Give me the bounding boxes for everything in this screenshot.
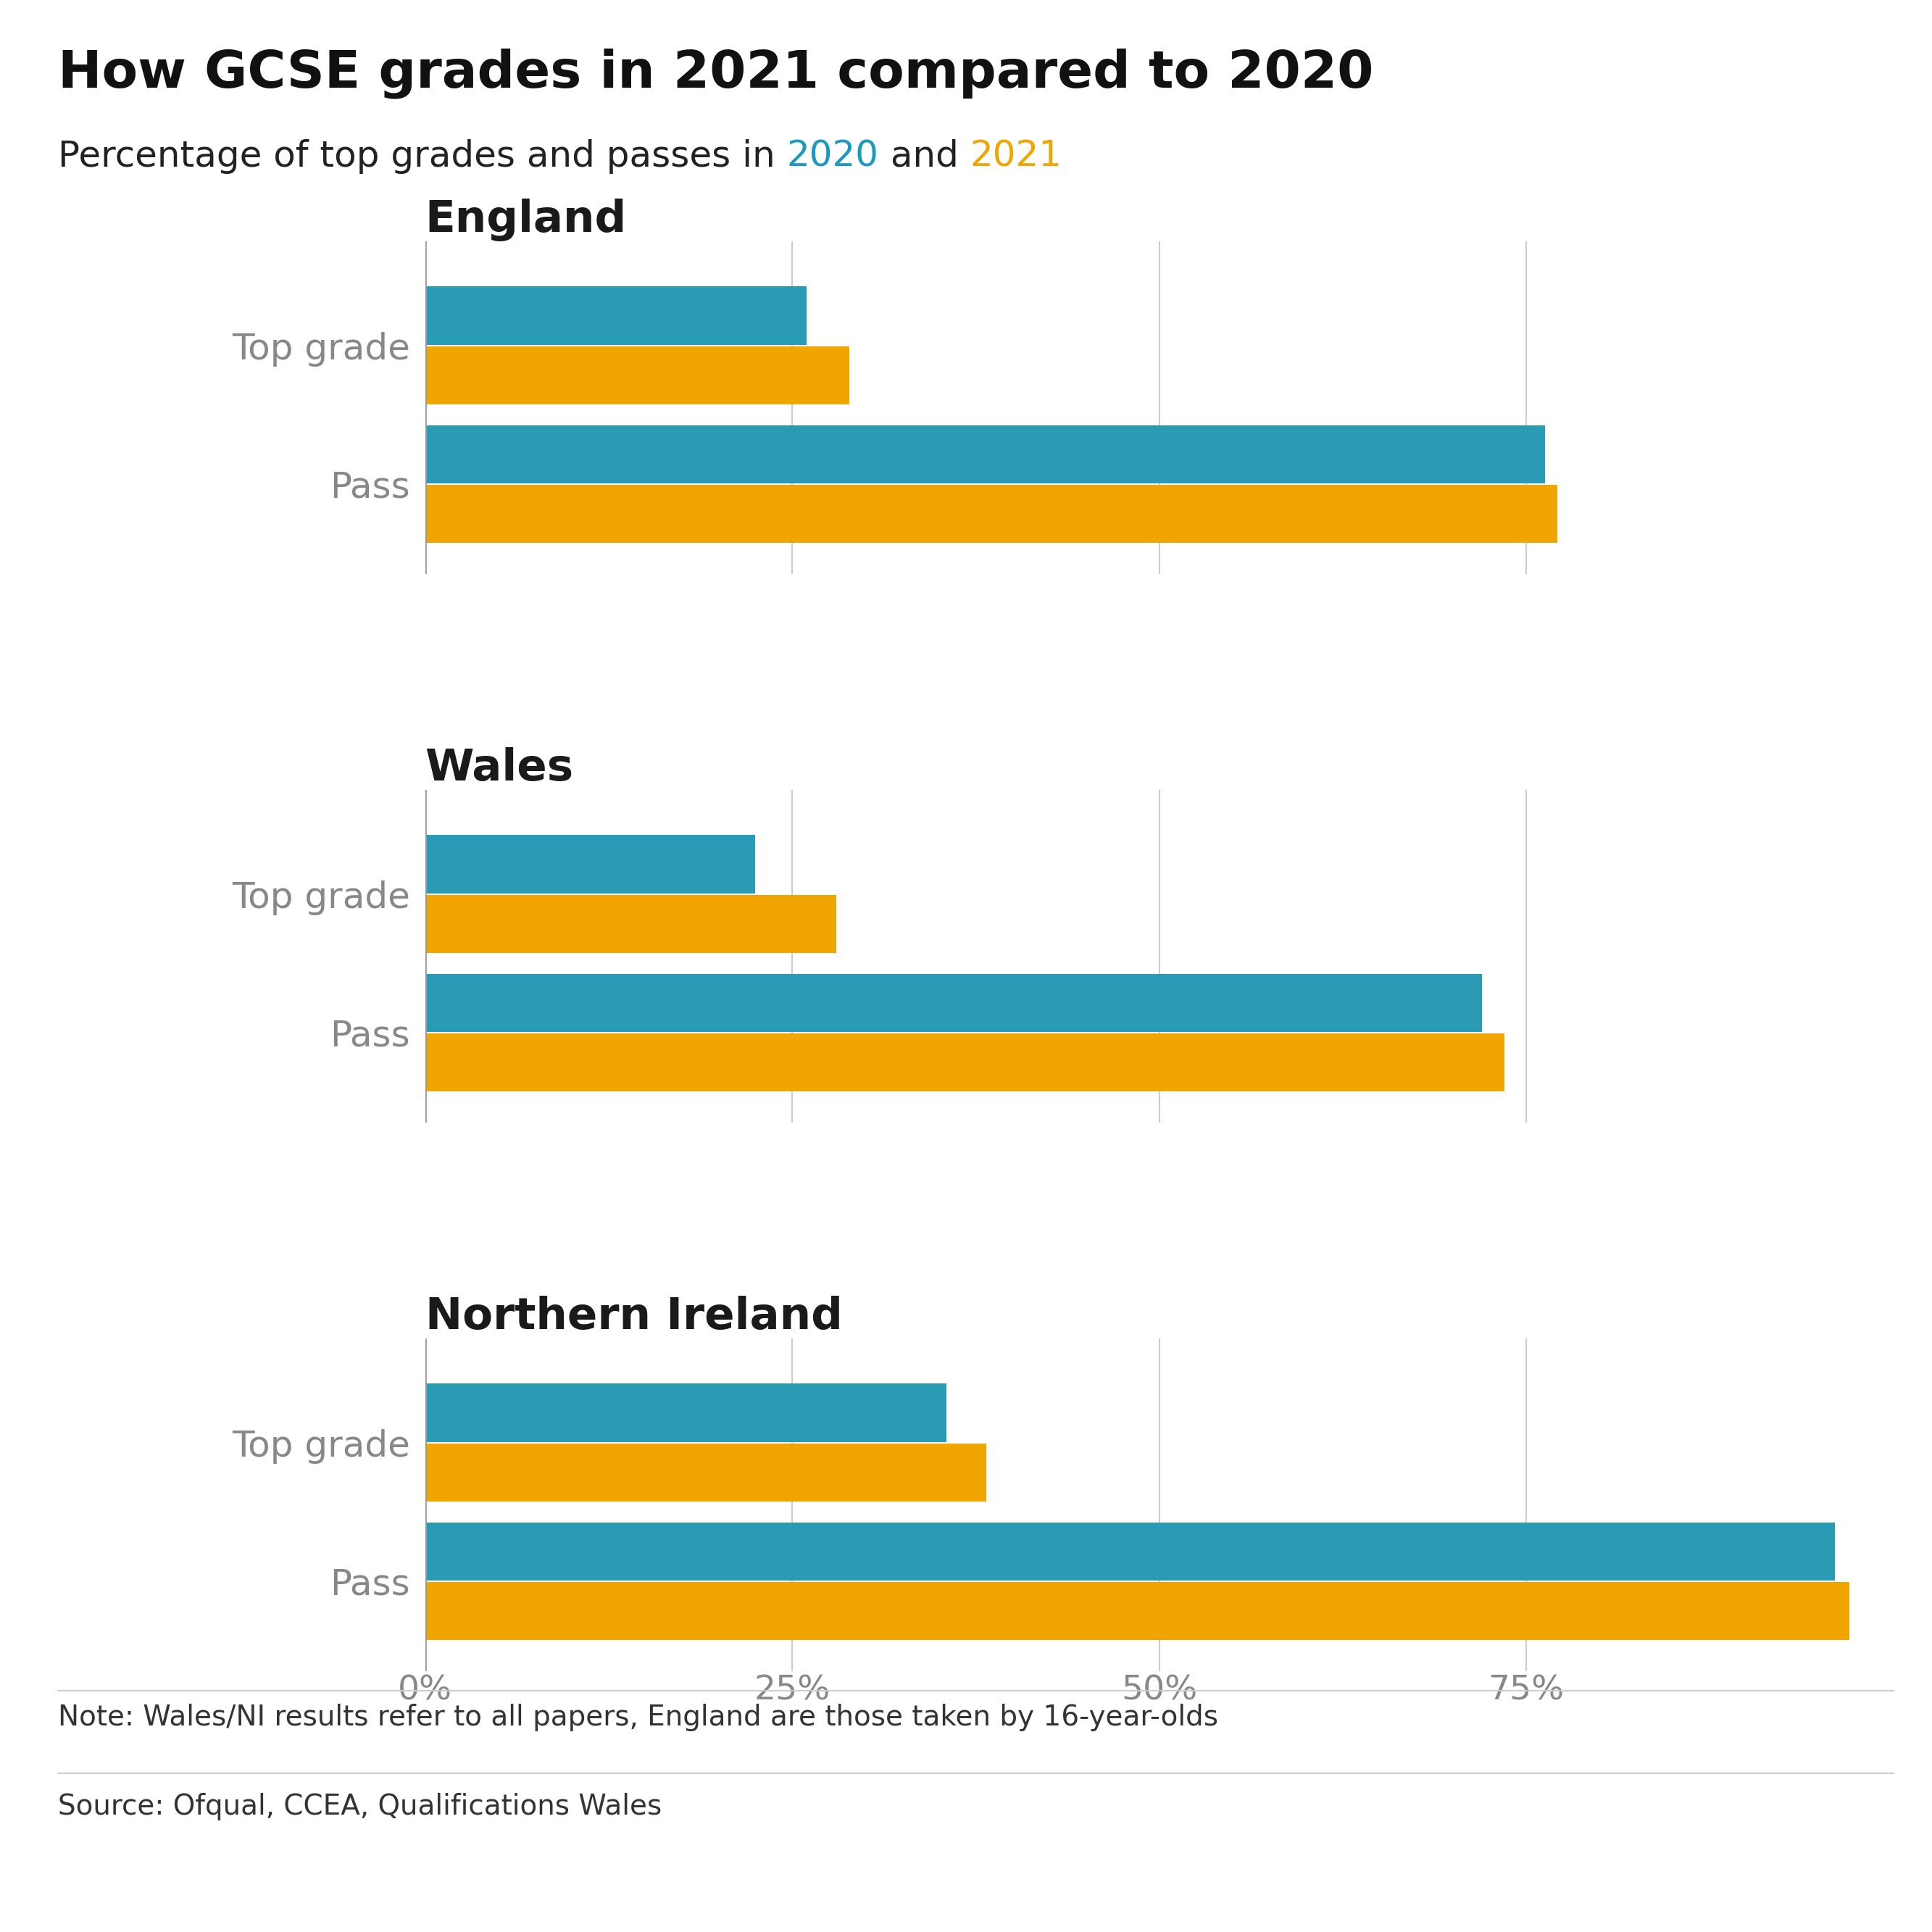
Bar: [425, 346, 850, 404]
Text: Northern Ireland: Northern Ireland: [425, 1296, 842, 1339]
Bar: [425, 1383, 947, 1441]
Bar: [425, 485, 1557, 543]
Bar: [425, 1443, 985, 1501]
Bar: [425, 1522, 1835, 1580]
Text: Wales: Wales: [425, 748, 574, 790]
Bar: [425, 835, 755, 893]
Text: Percentage of top grades and passes in: Percentage of top grades and passes in: [58, 139, 786, 174]
Bar: [425, 1034, 1505, 1092]
Text: Source: Ofqual, CCEA, Qualifications Wales: Source: Ofqual, CCEA, Qualifications Wal…: [58, 1793, 663, 1820]
Text: England: England: [425, 199, 626, 242]
Bar: [425, 974, 1482, 1032]
Text: How GCSE grades in 2021 compared to 2020: How GCSE grades in 2021 compared to 2020: [58, 48, 1374, 99]
Text: 2021: 2021: [970, 139, 1063, 174]
Bar: [425, 895, 837, 952]
Bar: [425, 425, 1546, 483]
Bar: [425, 286, 808, 344]
Bar: [425, 1582, 1849, 1640]
Text: Note: Wales/NI results refer to all papers, England are those taken by 16-year-o: Note: Wales/NI results refer to all pape…: [58, 1704, 1219, 1731]
Text: BBC: BBC: [1752, 1818, 1822, 1849]
Text: and: and: [879, 139, 970, 174]
Text: 2020: 2020: [786, 139, 879, 174]
